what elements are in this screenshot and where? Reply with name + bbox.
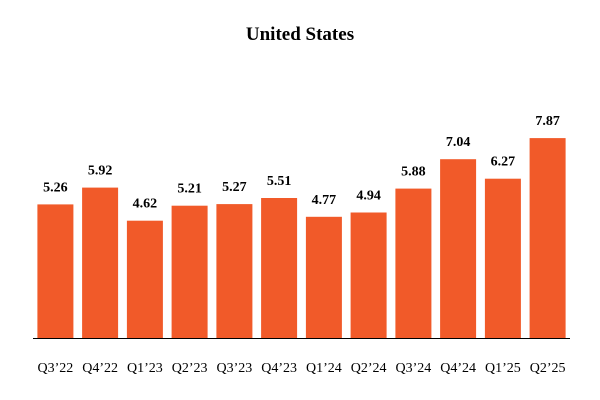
bar-3 (171, 205, 208, 338)
x-tick-9: Q4’24 (440, 361, 476, 376)
bar-9 (440, 159, 477, 338)
bar-4 (216, 204, 253, 338)
value-label-0: 5.26 (43, 180, 68, 195)
bar-11 (529, 138, 566, 338)
x-tick-5: Q4’23 (261, 361, 297, 376)
value-label-2: 4.62 (133, 197, 158, 212)
x-tick-1: Q4’22 (82, 361, 118, 376)
x-tick-10: Q1’25 (485, 361, 521, 376)
value-label-7: 4.94 (356, 189, 381, 204)
bar-0 (37, 204, 74, 338)
x-tick-8: Q3’24 (395, 361, 431, 376)
bar-6 (305, 216, 342, 338)
bar-8 (395, 188, 432, 338)
bar-1 (82, 187, 119, 338)
value-label-11: 7.87 (535, 114, 560, 129)
chart-title: United States (245, 24, 355, 45)
value-label-6: 4.77 (312, 193, 337, 208)
value-label-9: 7.04 (446, 135, 471, 150)
x-tick-3: Q2’23 (172, 361, 208, 376)
value-label-5: 5.51 (267, 174, 292, 189)
bar-7 (350, 212, 387, 338)
x-tick-7: Q2’24 (351, 361, 387, 376)
value-label-4: 5.27 (222, 180, 247, 195)
x-tick-4: Q3’23 (216, 361, 252, 376)
value-label-10: 6.27 (491, 155, 516, 170)
x-tick-0: Q3’22 (37, 361, 73, 376)
value-label-3: 5.21 (177, 182, 202, 197)
x-tick-2: Q1’23 (127, 361, 163, 376)
value-label-1: 5.92 (88, 164, 113, 179)
bar-2 (126, 220, 163, 338)
value-label-8: 5.88 (401, 165, 426, 180)
bar-10 (484, 178, 521, 338)
x-tick-11: Q2’25 (530, 361, 566, 376)
x-tick-6: Q1’24 (306, 361, 342, 376)
bar-5 (261, 198, 298, 338)
